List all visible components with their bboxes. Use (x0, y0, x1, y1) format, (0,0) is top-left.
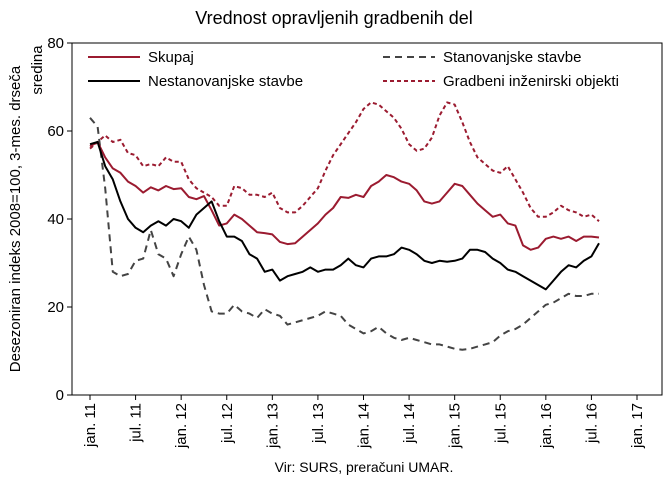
y-tick-label: 0 (56, 387, 64, 404)
legend: Skupaj Nestanovanjske stavbe Stanovanjske … (88, 49, 619, 90)
series-line-stanovanjske-stavbe (89, 117, 599, 351)
x-tick-label: jul. 13 (310, 403, 327, 444)
x-tick-label: jan. 15 (447, 403, 464, 449)
y-axis-label-line-1: Desezoniran indeks 2008=100, 3-mes. drse… (7, 65, 24, 372)
legend-item-stanovanjske-stavbe: Stanovanjske stavbe (383, 49, 581, 66)
chart-title: Vrednost opravljenih gradbenih del (195, 8, 473, 28)
legend-label: Gradbeni inženirski objekti (443, 73, 619, 90)
x-tick-label: jan. 17 (629, 403, 646, 449)
series-lines (89, 101, 600, 351)
source-note: Vir: SURS, preračuni UMAR. (275, 459, 454, 475)
series-line-gradbeni-inzenirski-objekti (89, 101, 600, 222)
y-tick-label: 80 (47, 35, 64, 52)
plot-area-frame (71, 42, 663, 396)
x-tick-label: jul. 12 (219, 403, 236, 444)
x-tick-label: jul. 16 (583, 403, 600, 444)
y-tick-label: 20 (47, 299, 64, 316)
legend-label: Nestanovanjske stavbe (148, 73, 303, 90)
series-line-skupaj (89, 141, 600, 251)
x-tick-label: jan. 12 (173, 403, 190, 449)
legend-item-gradbeni-inzenirski-objekti: Gradbeni inženirski objekti (383, 73, 619, 90)
x-tick-label: jul. 11 (128, 403, 145, 443)
x-tick-label: jan. 14 (356, 403, 373, 449)
y-axis: 0 20 40 60 80 (47, 35, 72, 404)
legend-label: Stanovanjske stavbe (443, 49, 581, 66)
series-line-nestanovanjske-stavbe (89, 141, 600, 291)
y-tick-label: 40 (47, 211, 64, 228)
x-tick-label: jan. 11 (82, 403, 99, 448)
x-tick-label: jan. 13 (264, 403, 281, 449)
x-tick-label: jul. 14 (401, 403, 418, 444)
x-axis: jan. 11 jul. 11 jan. 12 jul. 12 jan. 13 jul. … (82, 395, 646, 449)
x-tick-label: jan. 16 (538, 403, 555, 449)
y-axis-label-line-2: sredina (29, 45, 46, 95)
legend-item-skupaj: Skupaj (88, 49, 194, 66)
legend-label: Skupaj (148, 49, 194, 66)
x-tick-label: jul. 15 (492, 403, 509, 444)
y-tick-label: 60 (47, 123, 64, 140)
legend-item-nestanovanjske-stavbe: Nestanovanjske stavbe (88, 73, 303, 90)
y-axis-label-group: Desezoniran indeks 2008=100, 3-mes. drse… (7, 45, 46, 372)
